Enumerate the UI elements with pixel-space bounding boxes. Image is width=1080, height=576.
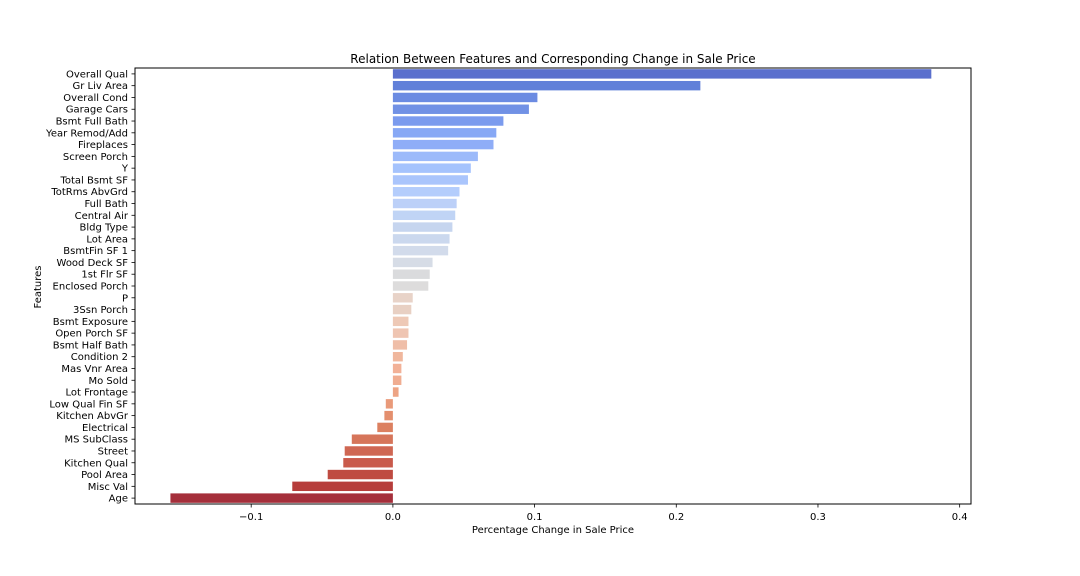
x-tick-label: 0.1 bbox=[527, 512, 543, 523]
y-tick-label: Electrical bbox=[82, 423, 128, 434]
y-tick-label: Garage Cars bbox=[66, 105, 128, 116]
bar bbox=[385, 399, 393, 409]
x-tick-label: 0.3 bbox=[810, 512, 826, 523]
y-tick-label: Misc Val bbox=[88, 482, 128, 493]
bar bbox=[392, 163, 471, 173]
y-tick-label: Kitchen Qual bbox=[64, 458, 128, 469]
x-tick-label: −0.1 bbox=[239, 512, 263, 523]
y-tick-label: Age bbox=[109, 494, 128, 505]
bar bbox=[377, 422, 393, 433]
bar bbox=[392, 387, 399, 397]
y-tick-label: Wood Deck SF bbox=[57, 258, 129, 269]
chart-title: Relation Between Features and Correspond… bbox=[350, 52, 755, 66]
bar bbox=[392, 351, 403, 362]
y-tick-label: Condition 2 bbox=[71, 352, 128, 363]
bar bbox=[170, 493, 393, 503]
y-tick-label: Overall Qual bbox=[66, 69, 128, 80]
y-tick-label: 3Ssn Porch bbox=[73, 305, 128, 316]
bar bbox=[392, 80, 701, 91]
y-tick-label: Bsmt Half Bath bbox=[53, 340, 128, 351]
bar bbox=[392, 328, 409, 338]
bar bbox=[344, 446, 393, 456]
y-tick-label: 1st Flr SF bbox=[81, 270, 128, 281]
y-tick-label: Mas Vnr Area bbox=[61, 364, 128, 375]
bar bbox=[392, 210, 456, 221]
bar bbox=[392, 92, 538, 103]
x-tick-label: 0.4 bbox=[952, 512, 968, 523]
y-tick-label: Y bbox=[121, 164, 129, 175]
bar bbox=[392, 198, 457, 209]
y-tick-label: P bbox=[122, 293, 128, 304]
bar bbox=[327, 469, 393, 480]
bar bbox=[292, 481, 393, 492]
y-tick-label: Kitchen AbvGr bbox=[56, 411, 129, 422]
bar bbox=[343, 458, 393, 468]
bar bbox=[392, 116, 504, 126]
y-tick-label: Street bbox=[98, 446, 128, 457]
x-tick-label: 0.2 bbox=[668, 512, 684, 523]
bar bbox=[392, 316, 409, 327]
y-tick-label: Lot Area bbox=[86, 234, 128, 245]
y-tick-label: BsmtFin SF 1 bbox=[63, 246, 128, 257]
y-tick-label: Full Bath bbox=[84, 199, 128, 210]
bars-group bbox=[170, 69, 932, 503]
y-tick-label: Mo Sold bbox=[88, 376, 128, 387]
y-tick-label: Bldg Type bbox=[80, 223, 128, 234]
y-tick-label: Pool Area bbox=[81, 470, 128, 481]
bar bbox=[392, 104, 529, 114]
x-tick-label: 0.0 bbox=[385, 512, 401, 523]
y-tick-label: Lot Frontage bbox=[65, 388, 128, 399]
bar bbox=[392, 269, 430, 279]
bar bbox=[392, 363, 402, 374]
bar bbox=[384, 410, 393, 421]
y-tick-label: Bsmt Full Bath bbox=[56, 117, 128, 128]
bar bbox=[392, 304, 412, 315]
y-tick-label: Gr Liv Area bbox=[73, 81, 129, 92]
y-tick-label: Total Bsmt SF bbox=[59, 175, 128, 186]
bar bbox=[351, 434, 393, 444]
y-axis-label: Features bbox=[33, 266, 44, 309]
y-tick-label: MS SubClass bbox=[65, 435, 129, 446]
bar bbox=[392, 281, 429, 291]
y-tick-label: Overall Cond bbox=[63, 93, 128, 104]
bar bbox=[392, 139, 494, 150]
y-tick-label: Central Air bbox=[75, 211, 129, 222]
bar bbox=[392, 375, 402, 385]
y-tick-label: Low Qual Fin SF bbox=[49, 399, 128, 410]
bar bbox=[392, 151, 478, 162]
x-axis-label: Percentage Change in Sale Price bbox=[472, 525, 634, 536]
bar bbox=[392, 245, 449, 256]
bar bbox=[392, 69, 932, 79]
bar bbox=[392, 234, 450, 244]
y-tick-label: Enclosed Porch bbox=[53, 282, 128, 293]
y-tick-label: Bsmt Exposure bbox=[53, 317, 128, 328]
bar bbox=[392, 340, 408, 350]
x-tick-group: −0.1 0.0 0.1 0.2 0.3 0.4 bbox=[239, 504, 968, 523]
y-tick-label: Year Remod/Add bbox=[45, 128, 128, 139]
y-tick-label: Screen Porch bbox=[63, 152, 128, 163]
y-tick-label: Fireplaces bbox=[78, 140, 128, 151]
y-tick-label: TotRms AbvGrd bbox=[50, 187, 128, 198]
bar bbox=[392, 222, 453, 232]
bar bbox=[392, 128, 497, 138]
bar bbox=[392, 257, 433, 268]
bar bbox=[392, 187, 460, 197]
bar bbox=[392, 293, 413, 303]
bar bbox=[392, 175, 468, 185]
y-tick-label: Open Porch SF bbox=[55, 329, 128, 340]
plot-frame bbox=[134, 67, 972, 505]
